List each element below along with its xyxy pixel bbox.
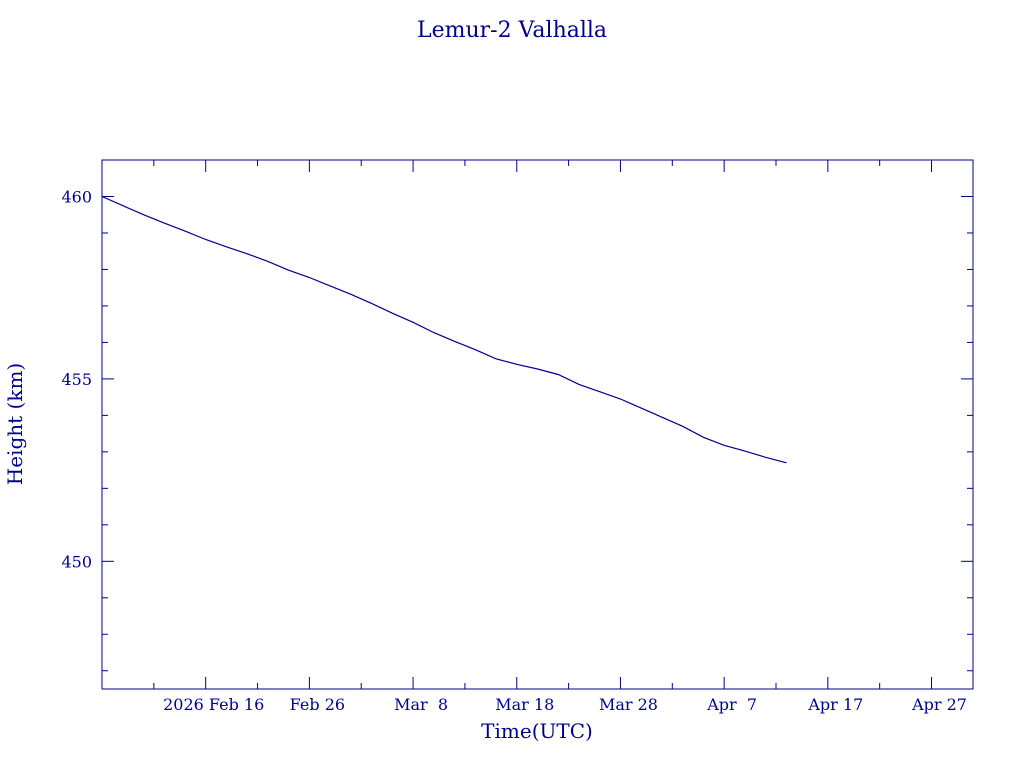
x-tick-label: Mar 18 bbox=[495, 695, 554, 714]
y-axis-label: Height (km) bbox=[3, 363, 27, 485]
x-tick-label: Apr 17 bbox=[807, 695, 863, 714]
y-axis: 450 455 460 bbox=[61, 159, 973, 672]
x-tick-label: Mar 8 bbox=[394, 695, 448, 714]
y-tick-label: 455 bbox=[61, 370, 92, 389]
series-layer bbox=[101, 195, 787, 464]
x-tick-label: Apr 7 bbox=[706, 695, 757, 714]
x-tick-label: 2026 Feb 16 bbox=[163, 695, 264, 714]
x-tick-label: Apr 27 bbox=[911, 695, 967, 714]
x-tick-label: Mar 28 bbox=[599, 695, 658, 714]
chart-title: Lemur-2 Valhalla bbox=[417, 18, 607, 43]
series-line bbox=[101, 195, 787, 464]
x-tick-label: Feb 26 bbox=[290, 695, 345, 714]
x-axis: 2026 Feb 16 Feb 26 Mar 8 Mar 18 Mar 28 Apr 7 A… bbox=[153, 160, 967, 714]
plot-frame bbox=[101, 159, 974, 690]
x-axis-label: Time(UTC) bbox=[481, 719, 593, 743]
y-tick-label: 450 bbox=[61, 552, 92, 571]
y-tick-label: 460 bbox=[61, 187, 92, 206]
